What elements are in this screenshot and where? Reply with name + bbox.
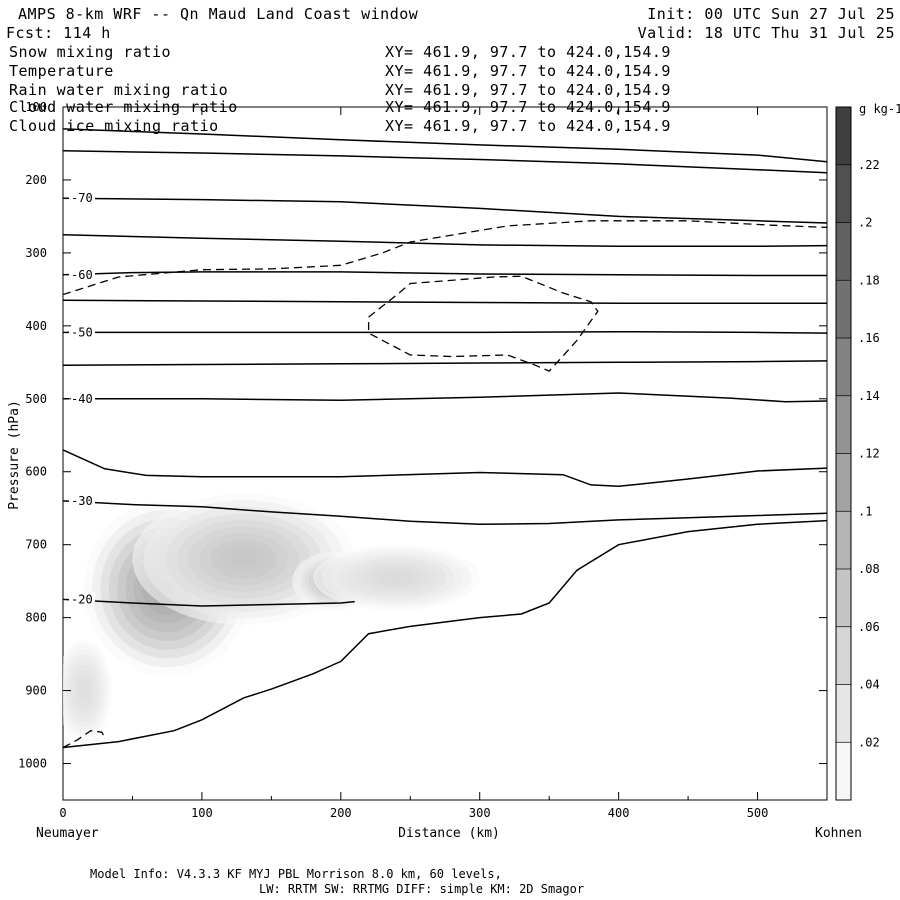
temperature-contour-10	[63, 500, 827, 526]
colorbar: .02 .04 .06 .08 .1 .12 .14 .16 .18 .2 .22 g kg-1	[835, 102, 900, 801]
colorbar-label-0: .02	[858, 735, 880, 749]
y-tick-label-100: 100	[25, 100, 47, 114]
y-axis-title: Pressure (hPa)	[7, 400, 22, 510]
colorbar-step-7	[836, 338, 851, 396]
temperature-label-bg-2	[69, 191, 95, 205]
field-label-cloud-ice: Cloud ice mixing ratio	[9, 117, 219, 135]
left-endpoint-label: Neumayer	[36, 826, 99, 841]
contours: -70 -60 -50 -40 -30 -20	[63, 128, 827, 749]
model-info-line2: LW: RRTM SW: RRTMG DIFF: simple KM: 2D S…	[259, 882, 584, 896]
field-xy-cloud-ice: XY= 461.9, 97.7 to 424.0,154.9	[385, 117, 671, 135]
field-label-snow: Snow mixing ratio	[9, 43, 171, 61]
y-tick-label-1000: 1000	[18, 757, 47, 771]
colorbar-step-0	[836, 742, 851, 800]
temperature-contour-label-8: -40	[71, 392, 93, 406]
colorbar-label-2: .06	[858, 620, 880, 634]
colorbar-step-5	[836, 453, 851, 512]
colorbar-label-6: .14	[858, 389, 880, 403]
init-time: Init: 00 UTC Sun 27 Jul 25	[647, 5, 895, 23]
colorbar-step-1	[836, 684, 851, 743]
y-tick-label-300: 300	[25, 246, 47, 260]
colorbar-steps: .02 .04 .06 .08 .1 .12 .14 .16 .18 .2 .22	[835, 106, 880, 801]
temperature-contour-8	[63, 392, 827, 403]
temperature-contour-5	[63, 299, 827, 304]
axes: 0 100 200 300 400 500 100 200 300 400 500 600 700 800…	[18, 100, 827, 820]
chart-title: AMPS 8-km WRF -- Qn Maud Land Coast wind…	[18, 5, 419, 23]
temperature-label-bg-4	[69, 267, 95, 281]
field-list: Snow mixing ratio XY= 461.9, 97.7 to 424…	[9, 43, 671, 99]
temperature-contour-0	[63, 128, 827, 163]
x-axis-title: Distance (km)	[398, 826, 500, 841]
temperature-contour-2	[63, 197, 827, 224]
colorbar-step-11	[836, 107, 851, 165]
temperature-contour-label-6: -50	[71, 325, 93, 339]
y-tick-label-400: 400	[25, 319, 47, 333]
y-tick-label-700: 700	[25, 538, 47, 552]
colorbar-step-9	[836, 222, 851, 281]
colorbar-step-4	[836, 511, 851, 569]
temperature-label-bg-10	[69, 493, 95, 507]
temperature-contour-label-10: -30	[71, 494, 93, 508]
forecast-hour: Fcst: 114 h	[6, 24, 111, 42]
cloud-ice-contour-2	[63, 730, 106, 749]
y-tick-label-500: 500	[25, 392, 47, 406]
temperature-contour-3	[63, 233, 827, 248]
colorbar-step-3	[836, 569, 851, 627]
terrain-line	[63, 519, 827, 749]
plot-frame	[62, 106, 828, 801]
temperature-contour-label-4: -60	[71, 268, 93, 282]
snow-blob-2-level-9	[232, 552, 255, 566]
cloud-ice-contour-1	[367, 275, 599, 372]
temperature-contour-7	[63, 360, 827, 366]
colorbar-label-1: .04	[858, 678, 880, 692]
cloud-ice-contour-0	[63, 220, 827, 296]
temperature-contour-9	[63, 449, 827, 488]
temperature-label-bg-11	[69, 592, 95, 606]
colorbar-step-2	[836, 626, 851, 685]
temperature-label-bg-8	[69, 391, 95, 405]
x-tick-label-400: 400	[608, 806, 630, 820]
snow-shading	[63, 493, 480, 742]
colorbar-label-9: .2	[858, 216, 872, 230]
colorbar-step-8	[836, 280, 851, 338]
field-xy-snow: XY= 461.9, 97.7 to 424.0,154.9	[385, 43, 671, 61]
y-tick-label-900: 900	[25, 684, 47, 698]
colorbar-label-5: .12	[858, 447, 880, 461]
temperature-contour-11	[63, 598, 355, 607]
temperature-label-bg-6	[69, 325, 95, 339]
field-label-cloud-water: Cloud water mixing ratio	[9, 98, 238, 116]
snow-blob-5-level-9	[81, 685, 87, 696]
colorbar-label-10: .22	[858, 158, 880, 172]
temperature-contour-label-2: -70	[71, 191, 93, 205]
valid-time: Valid: 18 UTC Thu 31 Jul 25	[638, 24, 895, 42]
colorbar-label-4: .1	[858, 504, 872, 518]
right-endpoint-label: Kohnen	[815, 826, 862, 841]
x-tick-label-200: 200	[330, 806, 352, 820]
y-tick-label-800: 800	[25, 611, 47, 625]
x-tick-label-0: 0	[59, 806, 66, 820]
colorbar-step-6	[836, 395, 851, 454]
temperature-contour-4	[63, 271, 827, 277]
field-label-temperature: Temperature	[9, 62, 114, 80]
field-xy-temperature: XY= 461.9, 97.7 to 424.0,154.9	[385, 62, 671, 80]
x-tick-label-300: 300	[469, 806, 491, 820]
colorbar-label-3: .08	[858, 562, 880, 576]
y-tick-label-200: 200	[25, 173, 47, 187]
field-label-rain: Rain water mixing ratio	[9, 81, 228, 99]
colorbar-step-10	[836, 164, 851, 223]
temperature-contour-6	[63, 330, 827, 334]
model-info-line1: Model Info: V4.3.3 KF MYJ PBL Morrison 8…	[90, 867, 502, 881]
x-tick-label-500: 500	[747, 806, 769, 820]
temperature-contour-1	[63, 150, 827, 174]
colorbar-label-8: .18	[858, 273, 880, 287]
field-xy-cloud-water: XY= 461.9, 97.7 to 424.0,154.9	[385, 98, 671, 116]
colorbar-label-7: .16	[858, 331, 880, 345]
y-tick-label-600: 600	[25, 465, 47, 479]
colorbar-unit: g kg-1	[859, 102, 900, 116]
snow-blob-4-level-9	[388, 574, 405, 581]
x-tick-label-100: 100	[191, 806, 213, 820]
field-xy-rain: XY= 461.9, 97.7 to 424.0,154.9	[385, 81, 671, 99]
temperature-contour-label-11: -20	[71, 592, 93, 606]
